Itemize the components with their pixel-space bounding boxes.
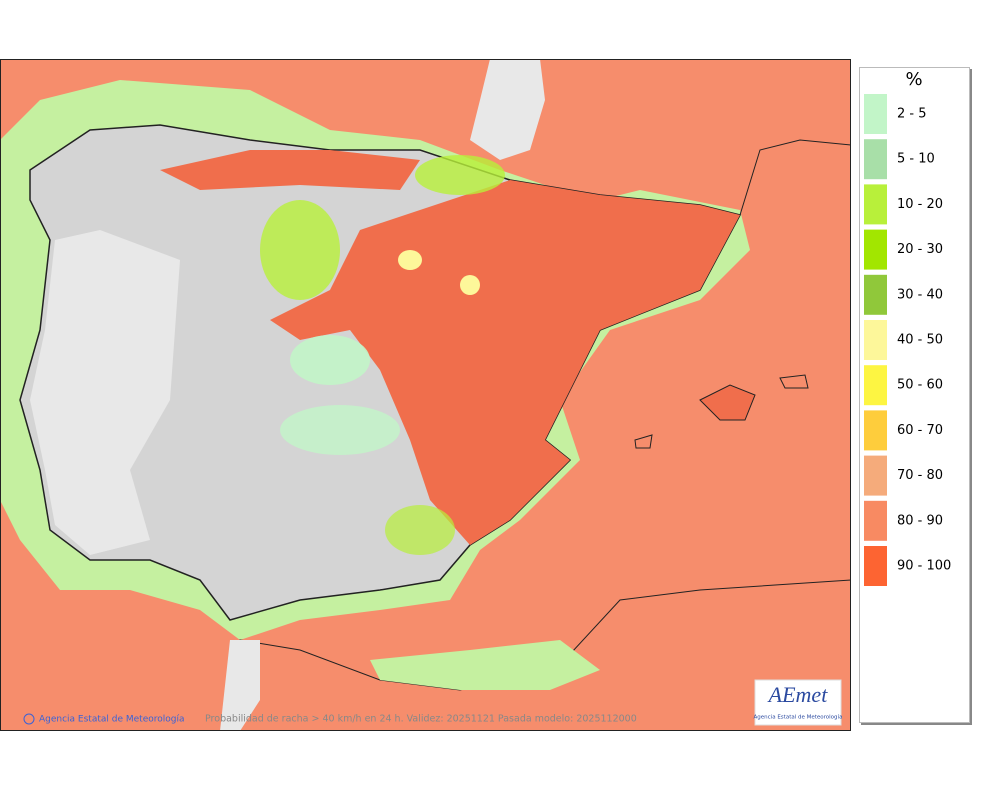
green-patch bbox=[280, 405, 400, 455]
logo-box bbox=[754, 679, 842, 726]
green-patch bbox=[385, 505, 455, 555]
ibiza bbox=[634, 434, 653, 449]
legend-label: 50 - 60 bbox=[897, 378, 943, 393]
green-patch bbox=[415, 155, 505, 195]
legend-swatch bbox=[864, 94, 887, 134]
legend-swatch bbox=[864, 410, 887, 451]
legend-label: 30 - 40 bbox=[897, 287, 943, 302]
legend-swatch bbox=[864, 139, 887, 180]
legend: 2 - 5 5 - 10 10 - 20 20 - 30 30 - 40 40 - 50 5… bbox=[864, 94, 951, 586]
yellow-patch bbox=[460, 275, 480, 295]
legend-label: 60 - 70 bbox=[897, 423, 943, 438]
high-probability-area bbox=[270, 180, 740, 545]
map bbox=[0, 59, 851, 731]
legend-label: 5 - 10 bbox=[897, 152, 935, 167]
legend-label: 40 - 50 bbox=[897, 333, 943, 348]
legend-swatch bbox=[864, 274, 887, 315]
legend-label: 70 - 80 bbox=[897, 468, 943, 483]
legend-swatch bbox=[864, 365, 887, 406]
mallorca bbox=[699, 384, 756, 421]
africa-gray bbox=[220, 640, 260, 731]
yellow-patch bbox=[398, 250, 422, 270]
logo-subtitle: Agencia Estatal de Meteorología bbox=[754, 714, 843, 721]
logo-name: AEmet bbox=[767, 682, 829, 707]
legend-label: 90 - 100 bbox=[897, 559, 951, 574]
legend-label: 80 - 90 bbox=[897, 513, 943, 528]
africa-green bbox=[370, 640, 600, 690]
legend-swatch bbox=[864, 320, 887, 360]
green-patch bbox=[260, 200, 340, 300]
legend-title: % bbox=[905, 69, 922, 90]
north-high-area bbox=[160, 150, 420, 190]
legend-swatch bbox=[864, 500, 887, 541]
caption: Probabilidad de racha > 40 km/h en 24 h.… bbox=[205, 714, 637, 725]
legend-swatch bbox=[864, 184, 887, 225]
legend-swatch bbox=[864, 546, 887, 586]
copyright-icon bbox=[23, 713, 35, 725]
legend-label: 20 - 30 bbox=[897, 242, 943, 257]
france-coast bbox=[739, 139, 851, 216]
legend-label: 2 - 5 bbox=[897, 107, 927, 122]
legend-swatch bbox=[864, 229, 887, 270]
credit: Agencia Estatal de Meteorología bbox=[39, 715, 185, 725]
map-frame bbox=[0, 59, 851, 731]
menorca bbox=[779, 374, 809, 389]
legend-label: 10 - 20 bbox=[897, 197, 943, 212]
legend-swatch bbox=[864, 455, 887, 496]
portugal-land bbox=[30, 230, 180, 555]
france-land bbox=[470, 59, 545, 160]
green-patch bbox=[290, 335, 370, 385]
